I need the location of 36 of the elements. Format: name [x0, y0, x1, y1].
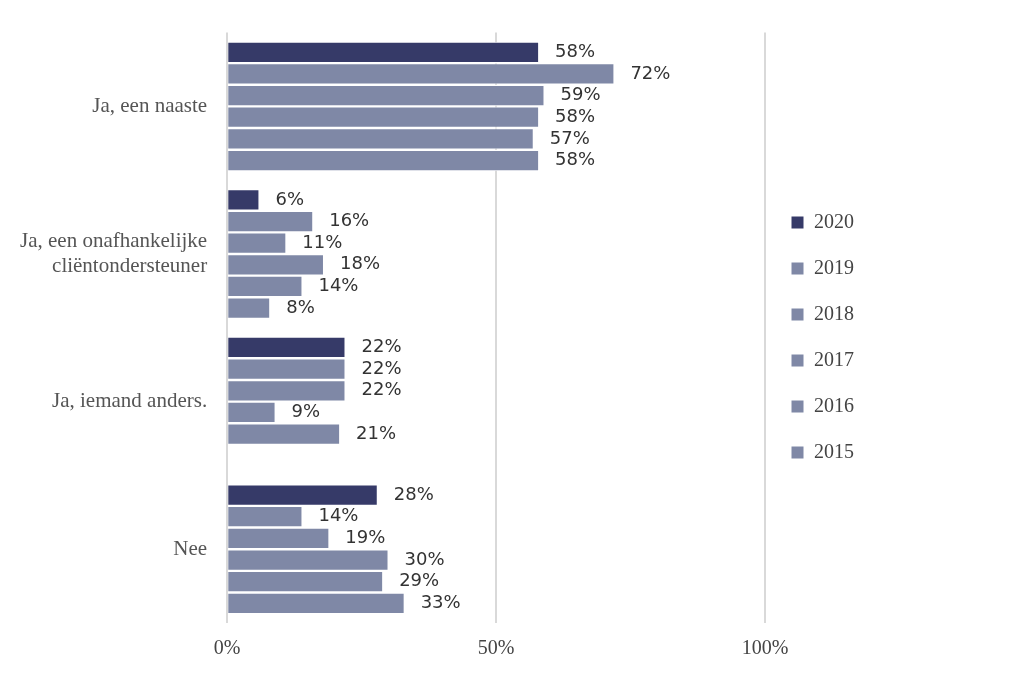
legend-label: 2015 — [814, 439, 854, 462]
data-label: 72% — [630, 61, 671, 83]
legend-label: 2020 — [814, 209, 854, 232]
data-label: 19% — [345, 526, 386, 548]
y-tick-label: Ja, een naaste — [92, 92, 208, 117]
y-tick-label: Ja, een onafhankelijke cliëntondersteuner — [19, 227, 208, 278]
data-label: 22% — [361, 378, 402, 400]
data-label: 30% — [404, 547, 445, 569]
data-label: 59% — [560, 83, 601, 105]
data-label: 58% — [555, 104, 596, 126]
data-label: 58% — [555, 148, 596, 170]
data-label: 28% — [393, 482, 434, 504]
x-tick-label: 0% — [213, 636, 241, 659]
data-label: 14% — [318, 274, 359, 296]
x-tick-label: 50% — [477, 636, 515, 659]
data-label: 9% — [291, 400, 321, 422]
legend-label: 2019 — [814, 255, 854, 278]
data-label: 14% — [318, 504, 359, 526]
legend-label: 2017 — [814, 347, 854, 370]
data-label: 8% — [286, 295, 315, 317]
data-label: 21% — [356, 421, 397, 443]
x-tick-label: 100% — [741, 636, 789, 659]
data-label: 11% — [302, 230, 343, 252]
data-label: 33% — [420, 590, 461, 612]
data-label: 22% — [361, 356, 402, 378]
data-label: 16% — [329, 209, 370, 231]
data-label: 58% — [555, 39, 596, 61]
y-tick-label: Ja, iemand anders. — [52, 388, 208, 413]
data-label: 29% — [399, 569, 440, 591]
legend-label: 2016 — [814, 393, 854, 416]
y-tick-label: Nee — [173, 535, 208, 560]
data-label: 18% — [339, 252, 380, 274]
data-label: 57% — [549, 126, 590, 148]
legend-label: 2018 — [814, 301, 854, 324]
data-label: 22% — [361, 335, 402, 357]
data-label: 6% — [275, 187, 304, 209]
